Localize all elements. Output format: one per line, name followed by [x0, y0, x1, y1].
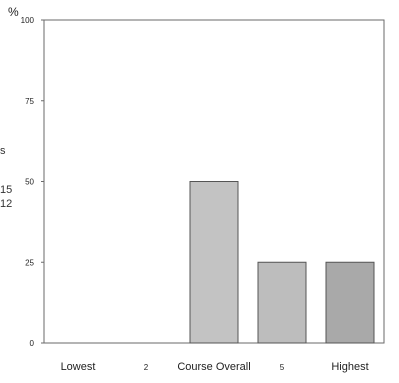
y-axis: 0 25 50 75 100: [21, 16, 44, 348]
x-tick-label: Course Overall: [177, 361, 250, 373]
y-tick-label: 50: [25, 178, 34, 187]
x-tick-label: 2: [144, 363, 149, 372]
y-tick-label: 100: [21, 16, 35, 25]
x-tick-label: Highest: [331, 361, 368, 373]
y-tick-label: 0: [30, 339, 35, 348]
bar-3: [257, 261, 307, 344]
y-axis-label: %: [8, 5, 19, 19]
bar-2: [189, 181, 239, 344]
y-tick-label: 25: [25, 258, 34, 267]
x-tick-label: Lowest: [61, 361, 96, 373]
cut-off-label-2: 15: [0, 184, 13, 196]
bar-series: [189, 181, 375, 344]
x-tick-label: 5: [280, 363, 285, 372]
x-axis: Lowest 2 Course Overall 5 Highest: [61, 361, 369, 373]
cut-off-label-3: 12: [0, 198, 13, 210]
cut-off-label-1: s: [0, 145, 6, 157]
y-tick-label: 75: [25, 97, 34, 106]
bar-4: [325, 261, 375, 344]
